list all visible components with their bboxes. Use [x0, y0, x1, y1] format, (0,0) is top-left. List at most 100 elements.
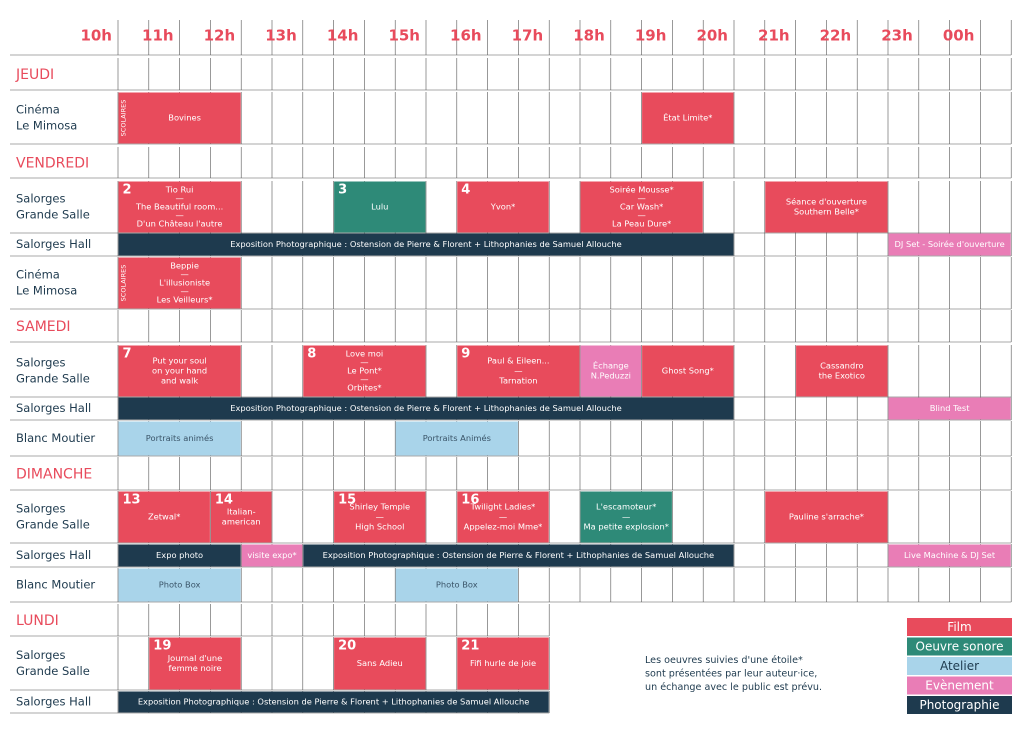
venue-label: Salorges — [16, 502, 65, 516]
hour-label: 10h — [80, 27, 112, 45]
event-title: Twilight Ladies* — [470, 502, 536, 512]
venue-label: Cinéma — [16, 268, 60, 282]
event-title: femme noire — [169, 663, 222, 673]
event-block — [118, 568, 241, 602]
event-block — [241, 544, 303, 567]
event-block — [118, 544, 241, 567]
event-number: 20 — [338, 639, 356, 654]
event-title: and walk — [161, 376, 198, 386]
event-title: Exposition Photographique : Ostension de… — [138, 697, 530, 707]
hour-label: 21h — [758, 27, 790, 45]
event-title: — — [360, 357, 368, 367]
legend-label: Film — [947, 620, 971, 634]
event-title: Love moi — [346, 349, 384, 359]
event-number: 4 — [461, 183, 470, 198]
day-label: SAMEDI — [16, 319, 71, 335]
event-title: Put your soul — [152, 356, 206, 366]
event-title: Appelez-moi Mme* — [464, 522, 543, 532]
venue-label: Grande Salle — [16, 664, 90, 678]
legend-swatch — [907, 657, 1012, 675]
event-block — [118, 181, 241, 233]
hour-label: 16h — [450, 27, 482, 45]
event-title: Sans Adieu — [357, 658, 403, 668]
hour-label: 11h — [142, 27, 174, 45]
event-title: — — [514, 366, 522, 376]
event-title: visite expo* — [247, 550, 296, 560]
event-title: D'un Château l'autre — [137, 219, 223, 229]
venue-label: Salorges Hall — [16, 237, 91, 251]
event-block — [118, 397, 734, 420]
event-block — [457, 345, 580, 397]
venue-label: Salorges Hall — [16, 695, 91, 709]
event-title: Séance d'ouverture — [786, 197, 867, 207]
event-block — [580, 345, 642, 397]
venue-label: Salorges — [16, 192, 65, 206]
event-number: 15 — [338, 493, 356, 508]
scolaires-label: SCOLAIRES — [120, 100, 128, 137]
event-title: Portraits animés — [146, 433, 214, 443]
event-title: — — [175, 193, 183, 203]
legend-label: Photographie — [919, 698, 999, 712]
event-title: Photo Box — [159, 580, 201, 590]
day-label: JEUDI — [15, 67, 54, 83]
event-title: Italian- — [227, 507, 256, 517]
venue-label: Le Mimosa — [16, 284, 77, 298]
legend-label: Oeuvre sonore — [916, 640, 1004, 654]
event-title: — — [637, 193, 645, 203]
event-title: Exposition Photographique : Ostension de… — [230, 403, 622, 413]
event-title: on your hand — [152, 366, 207, 376]
legend-swatch — [907, 676, 1012, 695]
event-title: Fifi hurle de joie — [470, 658, 536, 668]
event-block — [457, 491, 549, 543]
legend-swatch — [907, 618, 1012, 636]
event-block — [118, 421, 241, 456]
event-title: Lulu — [371, 202, 388, 212]
event-block — [334, 181, 426, 233]
event-block — [395, 568, 518, 602]
event-block — [765, 491, 888, 543]
event-title: Bovines — [168, 113, 201, 123]
event-title: Les Veilleurs* — [157, 295, 213, 305]
event-title: N.Peduzzi — [591, 371, 631, 381]
event-block — [395, 421, 518, 456]
event-block — [149, 637, 241, 690]
event-title: Photo Box — [436, 580, 478, 590]
hour-label: 14h — [327, 27, 359, 45]
event-title: Shirley Temple — [349, 502, 410, 512]
event-block — [118, 233, 734, 256]
event-title: Expo photo — [156, 550, 203, 560]
event-block — [765, 181, 888, 233]
event-block — [118, 257, 241, 309]
event-title: L'illusioniste — [159, 278, 210, 288]
event-title: — — [360, 374, 368, 384]
day-label: DIMANCHE — [16, 467, 92, 483]
event-block — [118, 345, 241, 397]
venue-label: Cinéma — [16, 103, 60, 117]
venue-label: Grande Salle — [16, 518, 90, 532]
event-title: La Peau Dure* — [612, 219, 671, 229]
event-title: Zetwal* — [148, 512, 180, 522]
event-number: 16 — [461, 493, 479, 508]
event-title: Blind Test — [930, 403, 971, 413]
event-title: Ghost Song* — [662, 366, 714, 376]
hour-label: 19h — [635, 27, 667, 45]
event-block — [210, 491, 272, 543]
event-title: Live Machine & DJ Set — [904, 550, 996, 560]
note-text: un échange avec le public est prévu. — [645, 681, 822, 693]
event-title: — — [376, 512, 384, 522]
event-title: — — [180, 269, 188, 279]
event-title: — — [175, 210, 183, 220]
event-title: Exposition Photographique : Ostension de… — [230, 239, 622, 249]
venue-label: Salorges — [16, 356, 65, 370]
legend-label: Evènement — [925, 679, 994, 693]
event-block — [118, 491, 210, 543]
event-title: Cassandro — [820, 361, 863, 371]
event-block — [642, 92, 734, 144]
hour-label: 23h — [881, 27, 913, 45]
event-number: 13 — [123, 493, 141, 508]
event-block — [580, 491, 672, 543]
venue-label: Le Mimosa — [16, 119, 77, 133]
event-title: Orbites* — [347, 383, 381, 393]
event-number: 2 — [123, 183, 132, 198]
